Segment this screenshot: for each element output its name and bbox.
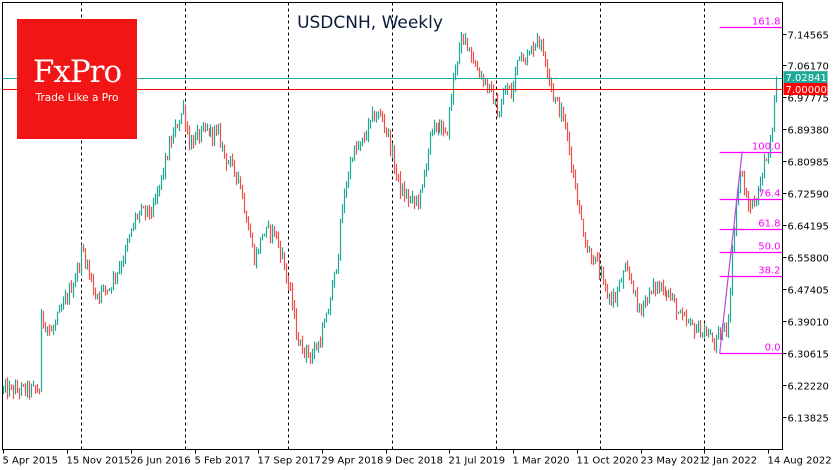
fib-level-label: 0.0 (765, 343, 781, 354)
y-tick-label: 6.64195 (788, 222, 829, 233)
fib-level-label: 61.8 (758, 219, 780, 230)
x-tick-label: 5 Feb 2017 (195, 456, 251, 467)
y-tick-label: 6.72590 (788, 190, 829, 201)
x-tick-label: 17 Sep 2017 (258, 456, 321, 467)
fib-level-label: 50.0 (758, 242, 780, 253)
y-tick-label: 6.13825 (788, 414, 829, 425)
fib-level-label: 161.8 (752, 17, 781, 28)
chart-title: USDCNH, Weekly (297, 13, 443, 33)
price-tag-label: 7.02841 (786, 73, 827, 84)
x-tick-label: 9 Dec 2018 (386, 456, 444, 467)
y-tick-label: 6.80985 (788, 158, 829, 169)
y-tick-label: 7.06170 (788, 62, 829, 73)
x-tick-label: 26 Jun 2016 (131, 456, 191, 467)
y-tick-label: 6.30615 (788, 350, 829, 361)
x-tick-label: 23 May 2021 (641, 456, 706, 467)
y-tick-label: 6.89380 (788, 126, 829, 137)
y-tick-label: 6.39010 (788, 318, 829, 329)
y-tick-label: 6.55800 (788, 254, 829, 265)
price-tag (783, 83, 828, 96)
fib-level-label: 100.0 (752, 142, 781, 153)
x-tick-label: 11 Oct 2020 (577, 456, 639, 467)
x-tick-label: 1 Mar 2020 (513, 456, 570, 467)
x-tick-label: 14 Aug 2022 (768, 456, 832, 467)
year-separators (81, 2, 705, 450)
x-tick-label: 15 Nov 2015 (67, 456, 131, 467)
time-axis[interactable]: 5 Apr 2015 15 Nov 2015 26 Jun 2016 5 Feb 20… (3, 449, 832, 467)
fib-level-label: 38.2 (758, 266, 780, 277)
x-tick-label: 21 Jul 2019 (449, 456, 506, 467)
price-axis[interactable]: 7.14565 7.06170 6.97775 6.89380 6.80985 6.725… (782, 31, 829, 425)
y-tick-label: 6.47405 (788, 286, 829, 297)
x-tick-label: 2 Jan 2022 (704, 456, 758, 467)
fxpro-logo: FxPro Trade Like a Pro (17, 19, 137, 139)
price-bars (2, 31, 778, 400)
y-tick-label: 6.22220 (788, 382, 829, 393)
price-tag (783, 71, 828, 84)
y-tick-label: 6.97775 (788, 94, 829, 105)
y-tick-label: 7.14565 (788, 31, 829, 42)
logo-brand: FxPro (32, 54, 122, 90)
logo-tagline: Trade Like a Pro (35, 92, 119, 104)
price-tag-label: 7.00000 (786, 85, 827, 96)
fibonacci-retracement[interactable]: 0.0 38.2 50.0 61.8 76.4 100.0 161.8 (719, 17, 783, 355)
x-tick-label: 5 Apr 2015 (3, 456, 58, 467)
x-tick-label: 29 Apr 2018 (322, 456, 384, 467)
fib-level-label: 76.4 (758, 189, 780, 200)
